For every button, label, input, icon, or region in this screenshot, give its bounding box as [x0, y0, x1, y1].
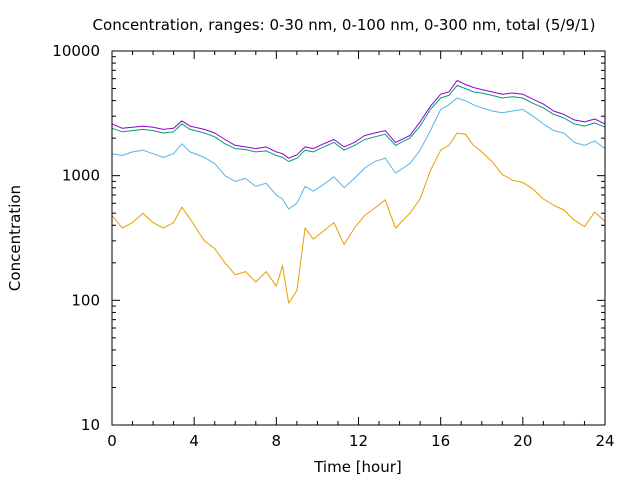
x-tick-label: 0 [107, 432, 117, 450]
x-tick-label: 4 [189, 432, 199, 450]
series-lines [111, 80, 606, 304]
y-tick-label: 10 [81, 416, 100, 434]
y-axis-label: Concentration [6, 185, 24, 291]
y-tick-label: 10000 [52, 42, 100, 60]
y-tick-label: 1000 [62, 167, 100, 185]
series-line-4 [111, 80, 606, 159]
y-axis: 10 100 1000 10000 [52, 42, 605, 434]
series-line-1 [111, 132, 606, 304]
x-tick-label: 8 [272, 432, 282, 450]
plot-frame [111, 50, 606, 426]
series-line-2 [111, 97, 606, 210]
chart-title: Concentration, ranges: 0-30 nm, 0-100 nm… [93, 16, 596, 34]
x-tick-label: 12 [349, 432, 368, 450]
y-tick-label: 100 [71, 291, 100, 309]
x-axis: 0 4 8 12 16 20 24 [107, 51, 615, 450]
series-line-3 [111, 84, 606, 162]
x-tick-label: 16 [431, 432, 450, 450]
x-tick-label: 24 [595, 432, 614, 450]
x-tick-label: 20 [513, 432, 532, 450]
x-axis-label: Time [hour] [313, 458, 402, 476]
